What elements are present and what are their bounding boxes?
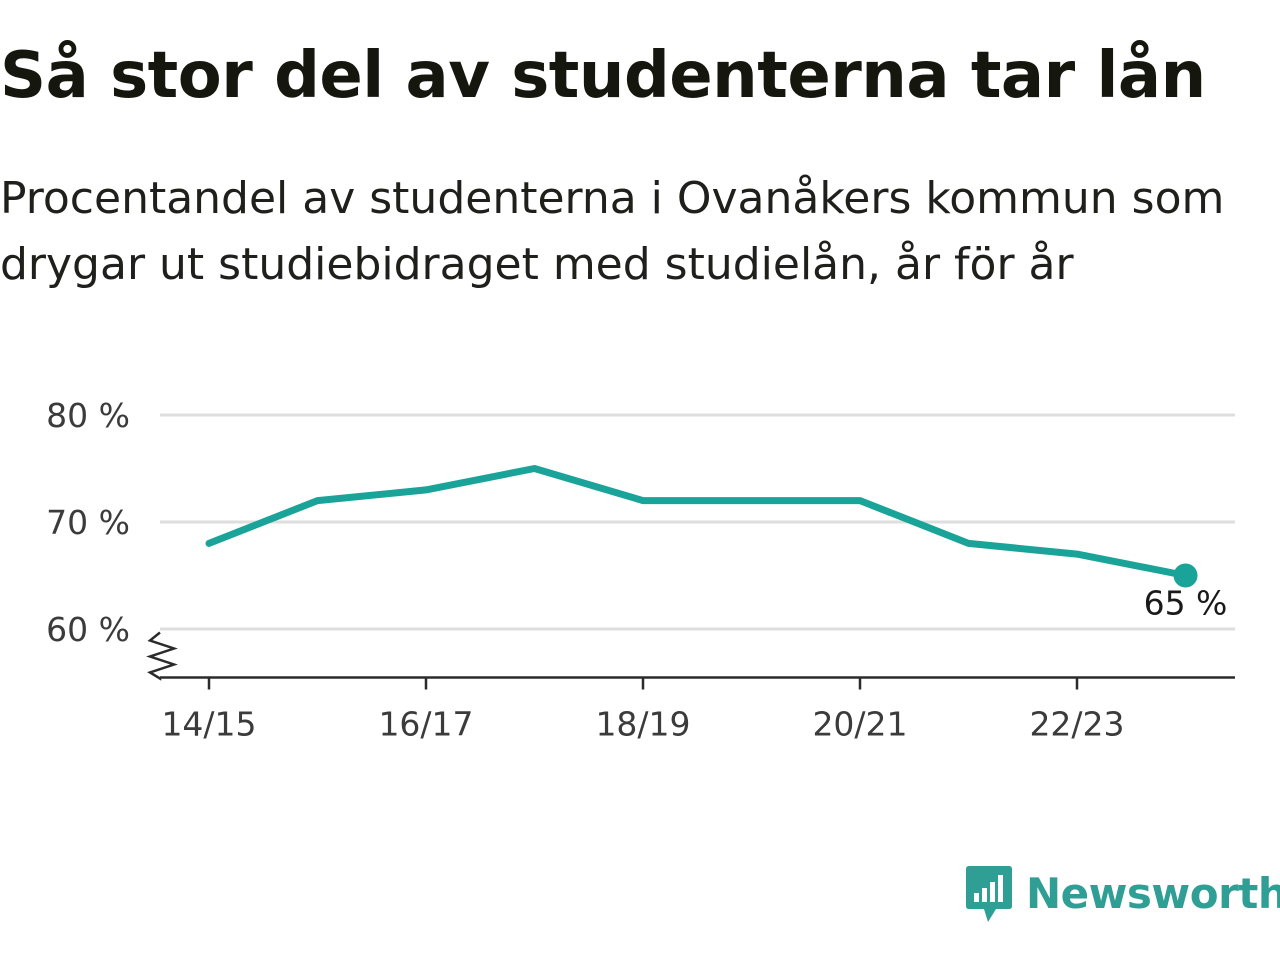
end-point bbox=[1173, 563, 1198, 588]
chart-title: Så stor del av studenterna tar lån bbox=[0, 39, 1206, 113]
x-tick-label: 16/17 bbox=[378, 705, 473, 744]
series-layer: 65 % bbox=[205, 465, 1228, 623]
chart-subtitle: Procentandel av studenterna i Ovanåkers … bbox=[0, 173, 1225, 290]
y-axis-labels: 60 % 70 % 80 % bbox=[46, 396, 130, 649]
x-tick-label: 18/19 bbox=[595, 705, 690, 744]
line-chart: 60 % 70 % 80 % 14/15 16/17 18/19 20/21 22/23 6… bbox=[46, 396, 1235, 744]
x-tick-label: 20/21 bbox=[812, 705, 907, 744]
y-tick-label: 70 % bbox=[46, 503, 130, 542]
brand-name: Newsworthy bbox=[1026, 869, 1280, 918]
series-line bbox=[205, 465, 1189, 579]
x-tick-label: 22/23 bbox=[1029, 705, 1124, 744]
newsworthy-logo-icon bbox=[966, 866, 1012, 922]
newsworthy-brand: Newsworthy bbox=[964, 864, 1280, 924]
end-value-label: 65 % bbox=[1144, 584, 1228, 623]
x-tick-label: 14/15 bbox=[161, 705, 256, 744]
axis-break-icon bbox=[146, 631, 178, 681]
y-tick-label: 60 % bbox=[46, 610, 130, 649]
gridlines bbox=[160, 413, 1235, 631]
x-axis: 14/15 16/17 18/19 20/21 22/23 bbox=[146, 631, 1235, 744]
y-tick-label: 80 % bbox=[46, 396, 130, 435]
